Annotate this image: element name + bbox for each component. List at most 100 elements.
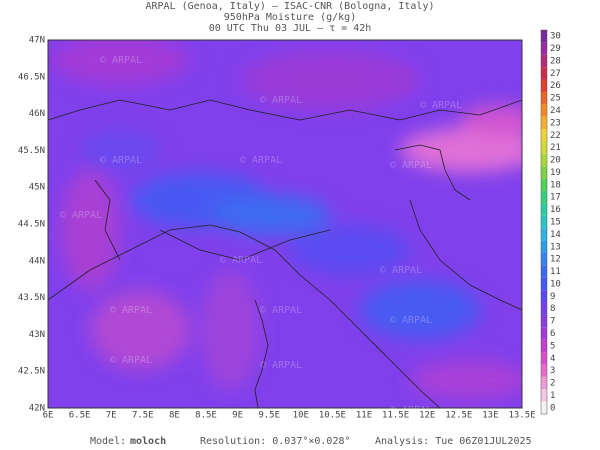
colorbar-label: 1 xyxy=(550,391,555,401)
colorbar-label: 29 xyxy=(550,44,561,54)
lon-label: 10E xyxy=(293,411,309,421)
colorbar-label: 7 xyxy=(550,317,555,327)
watermark: © ARPAL xyxy=(260,360,302,371)
lon-label: 6.5E xyxy=(69,411,91,421)
lon-label: 12.5E xyxy=(445,411,472,421)
map-frame xyxy=(47,39,523,409)
lon-label: 7E xyxy=(106,411,117,421)
lon-label: 6E xyxy=(43,411,54,421)
watermark: © ARPAL xyxy=(220,255,262,266)
lat-label: 42N xyxy=(29,404,45,414)
colorbar-cell xyxy=(541,54,547,68)
colorbar-label: 11 xyxy=(550,267,561,277)
colorbar-label: 28 xyxy=(550,56,561,66)
lon-label: 8.5E xyxy=(195,411,217,421)
watermark: © ARPAL xyxy=(60,210,102,221)
colorbar-label: 26 xyxy=(550,81,561,91)
watermark: © ARPAL xyxy=(260,95,302,106)
lon-label: 11E xyxy=(356,411,372,421)
colorbar-cell xyxy=(541,215,547,229)
watermark: © ARPAL xyxy=(110,355,152,366)
title-line: 00 UTC Thu 03 JUL – τ = 42h xyxy=(209,23,372,34)
colorbar-cell xyxy=(541,104,547,117)
colorbar-label: 27 xyxy=(550,69,561,79)
colorbar-label: 8 xyxy=(550,304,555,314)
colorbar-label: 2 xyxy=(550,379,555,389)
colorbar-cell xyxy=(541,203,547,216)
watermark: © ARPAL xyxy=(390,405,432,416)
colorbar-label: 14 xyxy=(550,230,561,240)
lat-label: 46.5N xyxy=(18,72,45,82)
colorbar-cell xyxy=(541,314,547,328)
colorbar-cell xyxy=(541,30,547,43)
lat-label: 45.5N xyxy=(18,146,45,156)
watermark: © ARPAL xyxy=(390,315,432,326)
colorbar-cell xyxy=(541,277,547,291)
colorbar-cell xyxy=(541,240,547,253)
colorbar-label: 0 xyxy=(550,403,555,413)
lat-label: 45N xyxy=(29,183,45,193)
footer-analysis: Analysis: Tue 06Z01JUL2025 xyxy=(375,436,532,447)
colorbar-cell xyxy=(541,116,547,130)
watermark: © ARPAL xyxy=(100,155,142,166)
watermark: © ARPAL xyxy=(380,265,422,276)
colorbar-cell xyxy=(541,364,547,377)
title-line: 950hPa Moisture (g/kg) xyxy=(224,12,356,23)
watermark: © ARPAL xyxy=(110,305,152,316)
watermark: © ARPAL xyxy=(100,55,142,66)
colorbar-label: 23 xyxy=(550,118,561,128)
lon-label: 7.5E xyxy=(132,411,154,421)
colorbar-cell xyxy=(541,228,547,241)
colorbar-label: 16 xyxy=(550,205,561,215)
lon-label: 11.5E xyxy=(382,411,409,421)
field xyxy=(48,40,522,408)
watermark: © ARPAL xyxy=(390,160,432,171)
lon-label: 8E xyxy=(169,411,180,421)
colorbar-cell xyxy=(541,191,547,204)
colorbar-label: 10 xyxy=(550,279,561,289)
colorbar-label: 30 xyxy=(550,32,561,42)
colorbar-label: 22 xyxy=(550,131,561,141)
watermark: © ARPAL xyxy=(260,305,302,316)
lon-label: 13E xyxy=(482,411,498,421)
colorbar-cell xyxy=(541,252,547,266)
colorbar-cell xyxy=(541,302,547,315)
colorbar-cell xyxy=(541,42,547,55)
colorbar-cell xyxy=(541,352,547,365)
colorbar-label: 25 xyxy=(550,94,561,104)
colorbar-cell xyxy=(541,290,547,303)
colorbar-cell xyxy=(541,265,547,278)
lon-label: 10.5E xyxy=(319,411,346,421)
colorbar-label: 20 xyxy=(550,156,561,166)
colorbar-cell xyxy=(541,129,547,142)
colorbar-label: 15 xyxy=(550,218,561,228)
title-line: ARPAL (Genoa, Italy) — ISAC-CNR (Bologna… xyxy=(146,1,435,12)
colorbar-label: 17 xyxy=(550,193,561,203)
colorbar-label: 3 xyxy=(550,366,555,376)
watermark: © ARPAL xyxy=(420,100,462,111)
colorbar-cell xyxy=(541,389,547,402)
colorbar-cell xyxy=(541,339,547,353)
lat-label: 44N xyxy=(29,256,45,266)
colorbar-cell xyxy=(541,141,547,154)
lon-label: 9E xyxy=(232,411,243,421)
lat-label: 44.5N xyxy=(18,220,45,230)
colorbar-cell xyxy=(541,67,547,80)
lon-label: 12E xyxy=(419,411,435,421)
lat-label: 42.5N xyxy=(18,367,45,377)
colorbar-label: 18 xyxy=(550,180,561,190)
colorbar-label: 12 xyxy=(550,255,561,265)
colorbar-label: 9 xyxy=(550,292,555,302)
colorbar-cell xyxy=(541,91,547,105)
watermark: © ARPAL xyxy=(240,155,282,166)
colorbar-frame xyxy=(540,29,548,415)
colorbar-cell xyxy=(541,178,547,192)
footer-label: Model: xyxy=(90,436,126,447)
colorbar-label: 6 xyxy=(550,329,555,339)
colorbar-cell xyxy=(541,79,547,92)
colorbar-label: 19 xyxy=(550,168,561,178)
colorbar-label: 21 xyxy=(550,143,561,153)
lat-label: 43N xyxy=(29,330,45,340)
colorbar-label: 13 xyxy=(550,242,561,252)
